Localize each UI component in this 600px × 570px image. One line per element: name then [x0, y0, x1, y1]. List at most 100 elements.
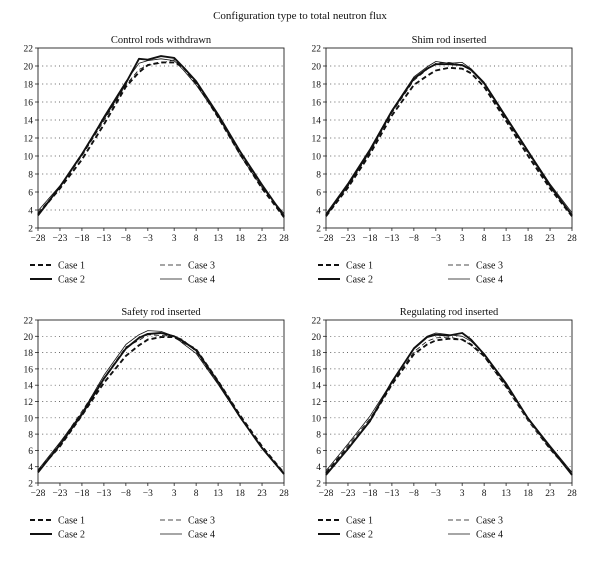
legend-label: Case 3	[476, 261, 503, 272]
x-tick-label: −18	[74, 234, 89, 244]
x-tick-label: 3	[460, 234, 465, 244]
x-tick-label: 3	[172, 489, 177, 499]
x-tick-label: 8	[194, 489, 199, 499]
legend-label: Case 3	[188, 516, 215, 527]
y-tick-label: 20	[312, 333, 322, 343]
x-tick-label: 23	[545, 234, 555, 244]
y-tick-label: 4	[28, 207, 33, 217]
figure-title: Configuration type to total neutron flux	[213, 10, 387, 22]
y-tick-label: 6	[316, 447, 321, 457]
series-line-case-4	[325, 332, 573, 473]
y-tick-label: 18	[312, 349, 322, 359]
series-line-case-3	[325, 336, 573, 475]
y-tick-label: 20	[312, 63, 322, 73]
x-tick-label: −28	[31, 489, 46, 499]
series-line-case-1	[37, 61, 285, 218]
x-tick-label: −28	[31, 234, 46, 244]
x-tick-label: −3	[431, 234, 441, 244]
legend-label: Case 1	[58, 261, 85, 272]
x-tick-label: 18	[523, 489, 533, 499]
y-tick-label: 20	[24, 333, 34, 343]
x-tick-label: −3	[431, 489, 441, 499]
x-tick-label: 28	[567, 234, 577, 244]
y-tick-label: 22	[24, 317, 34, 327]
series-line-case-3	[37, 334, 285, 475]
legend-label: Case 2	[346, 530, 373, 541]
x-tick-label: 28	[279, 489, 289, 499]
y-tick-label: 14	[24, 382, 34, 392]
panel-title: Shim rod inserted	[412, 35, 487, 46]
y-tick-label: 12	[312, 398, 322, 408]
x-tick-label: −8	[409, 234, 419, 244]
y-tick-label: 6	[28, 447, 33, 457]
x-tick-label: −28	[319, 234, 334, 244]
y-tick-label: 14	[312, 117, 322, 127]
y-tick-label: 14	[312, 382, 322, 392]
panel-title: Safety rod inserted	[121, 307, 201, 318]
x-tick-label: 18	[523, 234, 533, 244]
legend-label: Case 3	[188, 261, 215, 272]
y-tick-label: 8	[316, 431, 321, 441]
x-tick-label: 28	[567, 489, 577, 499]
series-line-case-1	[37, 336, 285, 474]
y-tick-label: 10	[24, 153, 34, 163]
x-tick-label: 8	[482, 234, 487, 244]
y-tick-label: 10	[312, 414, 322, 424]
x-tick-label: −8	[121, 234, 131, 244]
legend-label: Case 4	[188, 530, 215, 541]
y-tick-label: 18	[24, 81, 34, 91]
x-tick-label: −13	[96, 489, 111, 499]
y-tick-label: 10	[312, 153, 322, 163]
y-tick-label: 22	[312, 317, 322, 327]
x-tick-label: −23	[341, 489, 356, 499]
x-tick-label: 23	[257, 234, 267, 244]
series-line-case-2	[37, 55, 285, 217]
series-line-case-3	[37, 59, 285, 219]
x-tick-label: −18	[362, 234, 377, 244]
x-tick-label: −8	[409, 489, 419, 499]
y-tick-label: 6	[28, 189, 33, 199]
x-tick-label: 3	[172, 234, 177, 244]
y-tick-label: 12	[24, 135, 34, 145]
x-tick-label: 13	[501, 489, 511, 499]
x-tick-label: 23	[545, 489, 555, 499]
x-tick-label: −13	[96, 234, 111, 244]
legend-label: Case 1	[346, 516, 373, 527]
y-tick-label: 20	[24, 63, 34, 73]
y-tick-label: 16	[312, 365, 322, 375]
y-tick-label: 22	[24, 45, 34, 55]
x-tick-label: 18	[235, 489, 245, 499]
x-tick-label: −13	[384, 489, 399, 499]
x-tick-label: 18	[235, 234, 245, 244]
legend-label: Case 2	[58, 275, 85, 286]
series-line-case-4	[325, 61, 573, 214]
legend-label: Case 1	[58, 516, 85, 527]
y-tick-label: 4	[316, 463, 321, 473]
y-tick-label: 16	[24, 99, 34, 109]
y-tick-label: 2	[316, 480, 321, 490]
plot-frame	[325, 47, 573, 229]
series-line-case-4	[37, 330, 285, 474]
series-line-case-1	[325, 66, 573, 217]
y-tick-label: 4	[28, 463, 33, 473]
y-tick-label: 22	[312, 45, 322, 55]
panel-title: Regulating rod inserted	[400, 307, 499, 318]
x-tick-label: −23	[53, 489, 68, 499]
x-tick-label: 13	[213, 234, 223, 244]
y-tick-label: 6	[316, 189, 321, 199]
x-tick-label: 28	[279, 234, 289, 244]
plot-frame	[37, 319, 285, 484]
x-tick-label: 8	[482, 489, 487, 499]
series-line-case-2	[325, 63, 573, 216]
legend-label: Case 2	[58, 530, 85, 541]
x-tick-label: 23	[257, 489, 267, 499]
plot-frame	[37, 47, 285, 229]
legend-label: Case 4	[476, 275, 503, 286]
y-tick-label: 4	[316, 207, 321, 217]
y-tick-label: 12	[312, 135, 322, 145]
y-tick-label: 18	[312, 81, 322, 91]
legend-label: Case 4	[188, 275, 215, 286]
x-tick-label: −18	[362, 489, 377, 499]
x-tick-label: −3	[143, 234, 153, 244]
